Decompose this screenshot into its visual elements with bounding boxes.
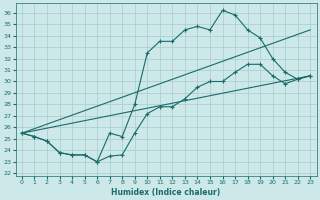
X-axis label: Humidex (Indice chaleur): Humidex (Indice chaleur) <box>111 188 221 197</box>
